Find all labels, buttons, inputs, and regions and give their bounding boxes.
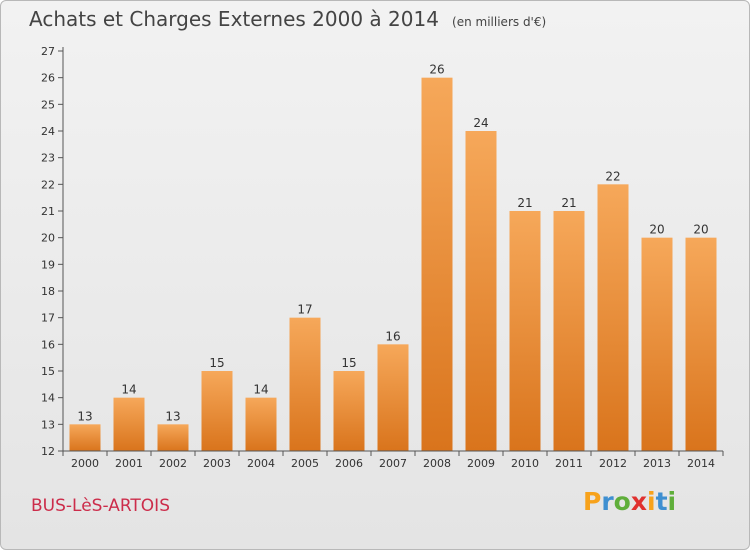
value-label-2001: 14	[121, 383, 136, 397]
title-text: Achats et Charges Externes 2000 à 2014	[29, 7, 439, 31]
y-tick-label: 13	[41, 418, 55, 431]
value-label-2004: 14	[253, 383, 268, 397]
x-tick-label-2000: 2000	[71, 457, 99, 470]
y-tick-label: 12	[41, 445, 55, 458]
logo-letter: i	[667, 487, 677, 516]
value-label-2014: 20	[693, 223, 708, 237]
value-label-2005: 17	[297, 303, 312, 317]
y-tick-label: 14	[41, 392, 55, 405]
y-tick-label: 27	[41, 45, 55, 58]
bar-2013	[641, 237, 673, 451]
value-label-2012: 22	[605, 169, 620, 183]
x-tick-label-2013: 2013	[643, 457, 671, 470]
x-tick-label-2005: 2005	[291, 457, 319, 470]
x-tick-label-2009: 2009	[467, 457, 495, 470]
title-unit: (en milliers d'€)	[452, 15, 547, 29]
bar-2012	[597, 184, 629, 452]
logo-letter: P	[583, 487, 602, 516]
x-tick-label-2002: 2002	[159, 457, 187, 470]
value-label-2008: 26	[429, 63, 444, 77]
value-label-2009: 24	[473, 116, 488, 130]
x-tick-label-2004: 2004	[247, 457, 275, 470]
y-tick-label: 17	[41, 312, 55, 325]
bar-2001	[113, 397, 145, 451]
value-label-2011: 21	[561, 196, 576, 210]
y-tick-label: 26	[41, 72, 55, 85]
x-tick-label-2011: 2011	[555, 457, 583, 470]
value-label-2002: 13	[165, 409, 180, 423]
value-label-2003: 15	[209, 356, 224, 370]
x-tick-label-2012: 2012	[599, 457, 627, 470]
commune-name: BUS-LèS-ARTOIS	[31, 496, 170, 516]
value-label-2007: 16	[385, 329, 400, 343]
y-tick-label: 20	[41, 232, 55, 245]
bar-2014	[685, 237, 717, 451]
bar-2003	[201, 371, 233, 451]
x-tick-label-2010: 2010	[511, 457, 539, 470]
bar-2005	[289, 317, 321, 451]
proxiti-logo[interactable]: Proxiti	[583, 487, 676, 516]
logo-letter: o	[613, 487, 631, 516]
bar-2000	[69, 424, 101, 451]
bar-2011	[553, 211, 585, 451]
bar-2006	[333, 371, 365, 451]
value-label-2006: 15	[341, 356, 356, 370]
y-tick-label: 25	[41, 98, 55, 111]
logo-letter: i	[647, 487, 656, 516]
y-tick-label: 19	[41, 258, 55, 271]
bar-2008	[421, 77, 453, 452]
bar-2010	[509, 211, 541, 451]
bar-2007	[377, 344, 409, 451]
x-tick-label-2006: 2006	[335, 457, 363, 470]
logo-letter: x	[630, 487, 647, 516]
logo-letter: t	[655, 487, 668, 516]
x-tick-label-2014: 2014	[687, 457, 715, 470]
y-tick-label: 24	[41, 125, 55, 138]
x-tick-label-2007: 2007	[379, 457, 407, 470]
y-tick-label: 16	[41, 338, 55, 351]
chart-title: Achats et Charges Externes 2000 à 2014 (…	[29, 7, 546, 31]
x-tick-label-2008: 2008	[423, 457, 451, 470]
x-tick-label-2003: 2003	[203, 457, 231, 470]
bar-2009	[465, 131, 497, 451]
y-tick-label: 21	[41, 205, 55, 218]
value-label-2010: 21	[517, 196, 532, 210]
y-tick-label: 22	[41, 178, 55, 191]
y-tick-label: 23	[41, 152, 55, 165]
x-tick-label-2001: 2001	[115, 457, 143, 470]
value-label-2013: 20	[649, 223, 664, 237]
bar-2002	[157, 424, 189, 451]
logo-letter: r	[601, 487, 614, 516]
bar-2004	[245, 397, 277, 451]
y-tick-label: 18	[41, 285, 55, 298]
y-tick-label: 15	[41, 365, 55, 378]
bars-group: 13 14 13 15 14 17 15 16 26 24 21 21 22 20 20	[69, 63, 717, 452]
axes-group: 12 13 14 15 16 17 18 19 20 21 22 23 24 25 26 27 2000 2001…	[41, 45, 724, 470]
value-label-2000: 13	[77, 409, 92, 423]
